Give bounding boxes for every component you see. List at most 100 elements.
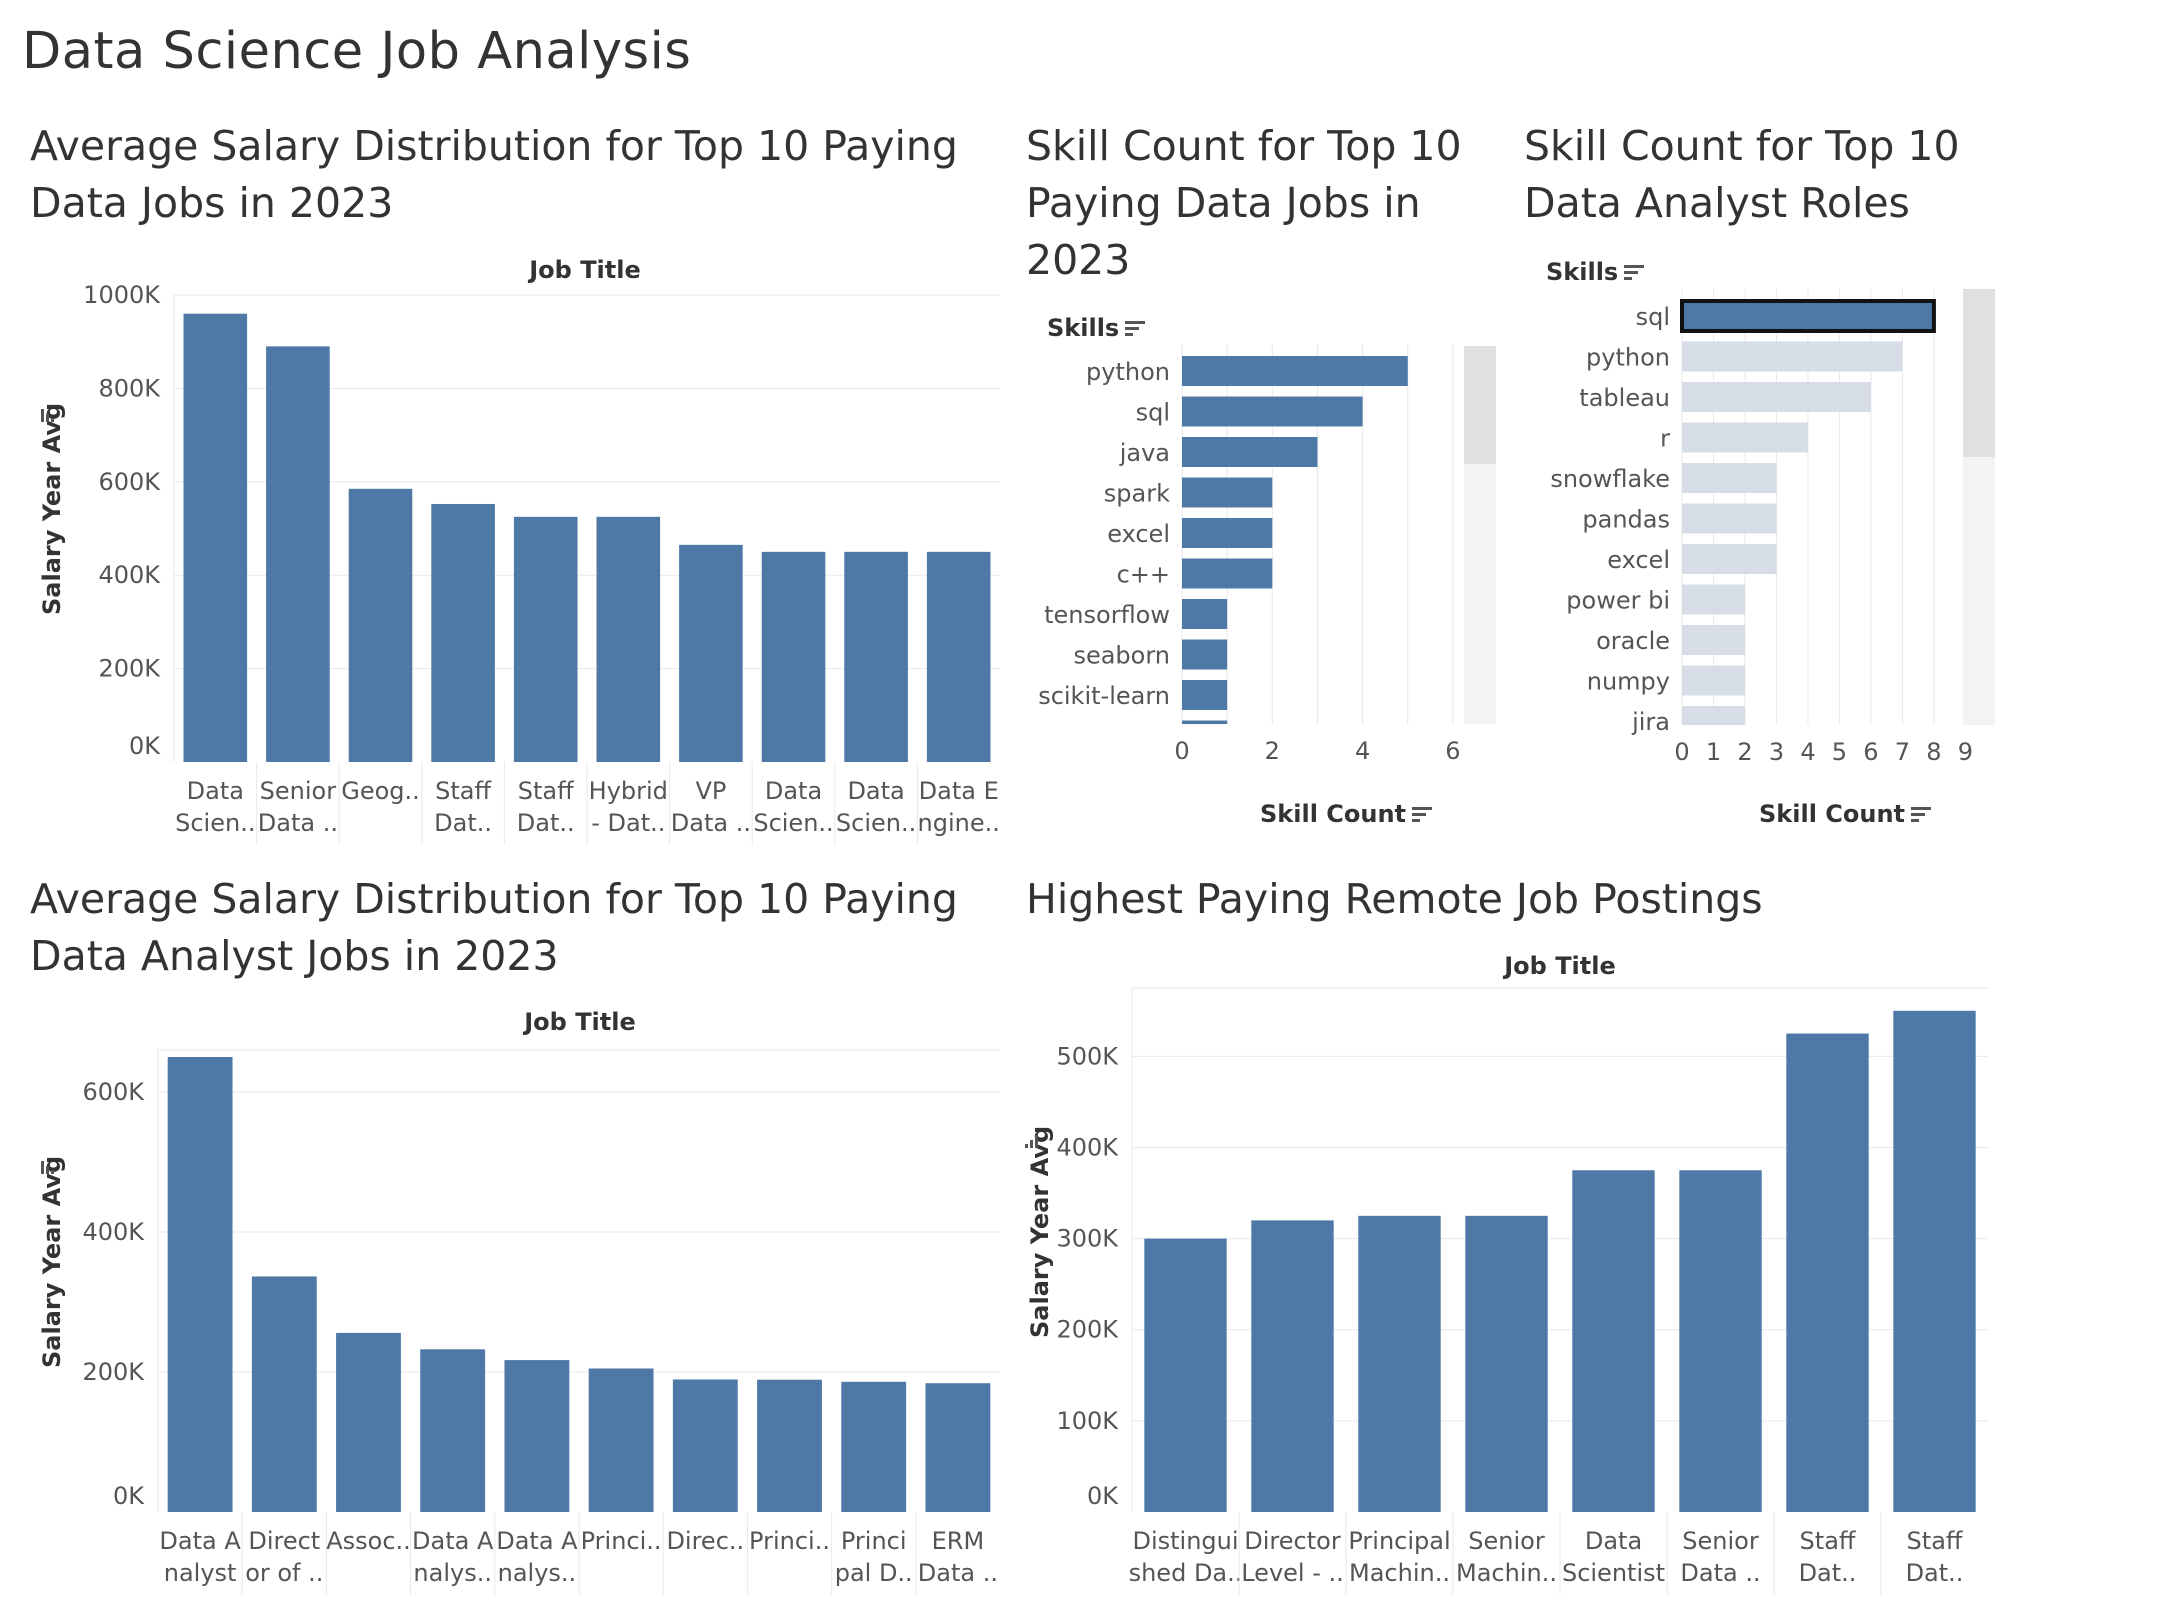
da-skills-chart[interactable]: 0 1 2 3 4 5 6 7 8 9 sql python tableau r snowflake pand… (1520, 285, 2010, 775)
bar[interactable] (925, 1383, 991, 1512)
x-tick-label: Staff (518, 777, 574, 805)
sort-icon[interactable] (1125, 320, 1147, 338)
ds-skills-row-header[interactable]: Skills (1047, 314, 1147, 342)
x-tick-label: 6 (1445, 737, 1460, 765)
bar[interactable] (1682, 706, 1745, 725)
bar[interactable] (1144, 1238, 1227, 1512)
scrollbar-thumb[interactable] (1963, 289, 1995, 457)
bar[interactable] (1682, 665, 1745, 696)
x-tick-label: Senior (1682, 1527, 1759, 1555)
y-tick-label: python (1086, 358, 1170, 386)
x-tick-label: pal D.. (835, 1559, 913, 1587)
x-tick-label: 8 (1926, 738, 1941, 766)
bar[interactable] (1182, 599, 1228, 629)
x-tick-label: 6 (1863, 738, 1878, 766)
bar[interactable] (1182, 477, 1273, 508)
ds-skills-chart[interactable]: 0 2 4 6 python sql java spark excel c++ tensorflow… (1020, 340, 1510, 770)
axis-sort-icon[interactable] (1024, 1132, 1042, 1150)
bar[interactable] (1182, 437, 1318, 467)
x-tick-label: Hybrid (589, 777, 668, 805)
y-tick-label: 200K (98, 655, 161, 683)
y-tick-label: excel (1607, 546, 1670, 574)
y-tick-label: 300K (1056, 1225, 1119, 1253)
x-tick-label: Princi.. (581, 1527, 662, 1555)
y-tick-label: python (1586, 344, 1670, 372)
bar[interactable] (1682, 544, 1777, 574)
bar[interactable] (1182, 558, 1273, 589)
bar[interactable] (1251, 1220, 1334, 1512)
bar[interactable] (1786, 1033, 1869, 1512)
bar[interactable] (251, 1276, 317, 1512)
bar[interactable] (596, 516, 661, 762)
remote-salary-chart[interactable]: 0K 100K 200K 300K 400K 500K Distingui shed Da..… (1040, 980, 2020, 1595)
y-tick-label: 100K (1056, 1407, 1119, 1435)
bar[interactable] (1682, 382, 1871, 412)
x-tick-label: ngine.. (918, 809, 1000, 837)
x-tick-label: Senior (260, 777, 337, 805)
bar[interactable] (1682, 341, 1903, 372)
dashboard-title: Data Science Job Analysis (22, 22, 692, 81)
bar[interactable] (1182, 720, 1228, 724)
sort-icon[interactable] (1412, 806, 1434, 824)
da-skills-x-axis-label[interactable]: Skill Count (1759, 800, 1933, 828)
y-tick-label: seaborn (1073, 642, 1170, 670)
bar[interactable] (1893, 1010, 1976, 1512)
scrollbar-thumb[interactable] (1464, 346, 1496, 464)
ds-skills-title: Skill Count for Top 10 Paying Data Jobs … (1026, 122, 1462, 284)
bar[interactable] (761, 551, 826, 762)
bar[interactable] (348, 488, 413, 762)
bar[interactable] (1182, 639, 1228, 670)
bar[interactable] (336, 1332, 401, 1512)
da-salary-chart[interactable]: 0K 200K 400K 600K Data A nalyst Direct or of ..… (60, 1035, 1010, 1595)
sort-icon[interactable] (1911, 806, 1933, 824)
bar[interactable] (167, 1057, 233, 1512)
bar[interactable] (1679, 1170, 1762, 1512)
x-tick-label: or of .. (245, 1559, 323, 1587)
bar[interactable] (1465, 1215, 1548, 1512)
bar[interactable] (1682, 584, 1745, 615)
bar[interactable] (844, 551, 908, 762)
x-tick-label: shed Da.. (1129, 1559, 1243, 1587)
bar[interactable] (431, 503, 495, 762)
bar[interactable] (1182, 518, 1273, 548)
bar[interactable] (672, 1379, 738, 1512)
bar[interactable] (183, 313, 248, 762)
bar[interactable] (1182, 680, 1228, 710)
x-tick-label: 4 (1800, 738, 1815, 766)
y-tick-label: sql (1636, 303, 1670, 331)
bar[interactable] (1682, 463, 1777, 493)
axis-sort-icon[interactable] (40, 406, 58, 424)
bar[interactable] (588, 1368, 654, 1513)
bar[interactable] (1682, 422, 1808, 453)
x-tick-label: Scien.. (175, 809, 255, 837)
bar[interactable] (1182, 356, 1408, 386)
bar[interactable] (757, 1379, 822, 1512)
bar[interactable] (1572, 1170, 1655, 1512)
x-tick-label: Scientist (1562, 1559, 1665, 1587)
bar[interactable] (1682, 503, 1777, 534)
y-tick-label: scikit-learn (1038, 682, 1170, 710)
x-tick-label: Staff (1907, 1527, 1963, 1555)
bar[interactable] (926, 551, 991, 762)
da-skills-row-header[interactable]: Skills (1546, 258, 1646, 286)
bar[interactable] (679, 544, 743, 762)
bar[interactable] (1680, 299, 1936, 333)
y-tick-label: 0K (113, 1482, 145, 1510)
bar[interactable] (266, 346, 330, 762)
bar[interactable] (1682, 625, 1745, 655)
x-tick-label: Distingui (1132, 1527, 1238, 1555)
ds-salary-chart[interactable]: 0K200K400K600K800K1000KDataScien..Senior… (60, 280, 1010, 845)
sort-icon[interactable] (1624, 264, 1646, 282)
x-tick-label: 4 (1355, 737, 1370, 765)
bar[interactable] (841, 1381, 907, 1512)
x-tick-label: Data A (159, 1527, 241, 1555)
bar[interactable] (504, 1360, 570, 1512)
y-tick-label: 200K (82, 1358, 145, 1386)
x-tick-label: Staff (1800, 1527, 1856, 1555)
bar[interactable] (1358, 1215, 1441, 1512)
bar[interactable] (1182, 396, 1363, 427)
bar[interactable] (513, 516, 578, 762)
bar[interactable] (420, 1349, 486, 1512)
ds-skills-x-axis-label[interactable]: Skill Count (1260, 800, 1434, 828)
axis-sort-icon[interactable] (40, 1158, 58, 1176)
